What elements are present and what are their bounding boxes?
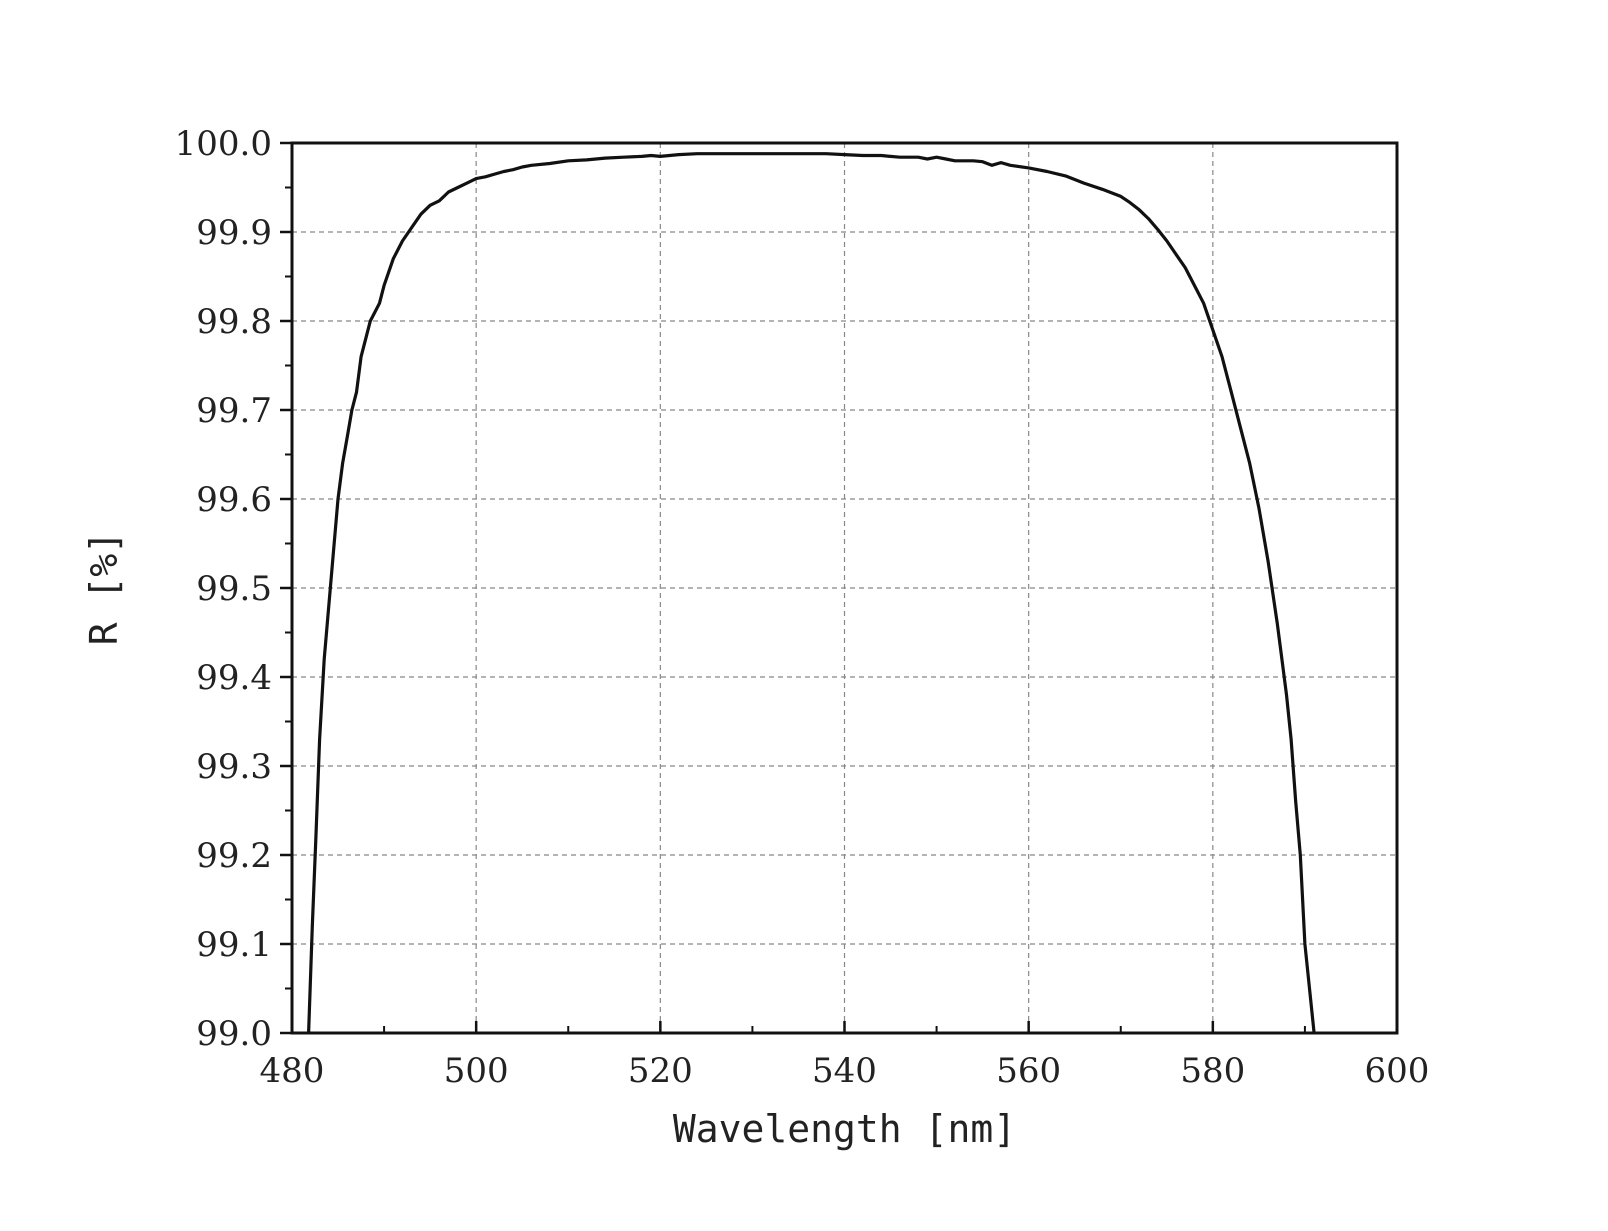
reflectance-curve <box>307 152 1316 1033</box>
y-tick-label: 99.9 <box>196 213 272 253</box>
series-layer <box>307 152 1316 1033</box>
y-tick-labels: 99.0 99.1 99.2 99.3 99.4 99.5 99.6 99.7 99.8 99.9… <box>175 124 272 1054</box>
x-tick-label: 540 <box>812 1051 877 1091</box>
y-tick-label: 99.4 <box>196 658 272 698</box>
y-tick-label: 99.5 <box>196 569 272 609</box>
y-tick-label: 99.0 <box>196 1014 272 1054</box>
minor-ticks <box>285 186 1306 1033</box>
x-tick-label: 600 <box>1365 1051 1430 1091</box>
y-axis-title: R [%] <box>82 531 126 645</box>
x-tick-label: 480 <box>260 1051 325 1091</box>
x-tick-label: 500 <box>444 1051 509 1091</box>
x-tick-label: 560 <box>996 1051 1061 1091</box>
y-tick-label: 99.7 <box>196 391 272 431</box>
x-tick-label: 520 <box>628 1051 693 1091</box>
y-tick-label: 99.1 <box>196 925 272 965</box>
y-tick-label: 99.8 <box>196 302 272 342</box>
y-tick-label: 99.6 <box>196 480 272 520</box>
x-axis-title: Wavelength [nm] <box>673 1107 1016 1151</box>
plot-frame <box>290 141 1399 1035</box>
y-tick-label: 100.0 <box>175 124 272 164</box>
y-tick-label: 99.3 <box>196 747 272 787</box>
x-tick-labels: 480 500 520 540 560 580 600 <box>260 1051 1430 1091</box>
gridlines <box>292 143 1397 1033</box>
x-tick-label: 580 <box>1180 1051 1245 1091</box>
y-tick-label: 99.2 <box>196 836 272 876</box>
